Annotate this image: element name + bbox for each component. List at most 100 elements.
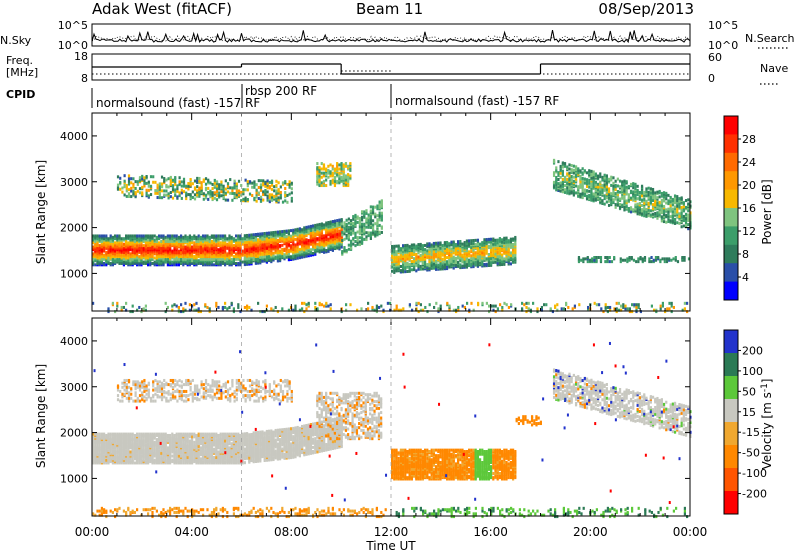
data-cell bbox=[136, 182, 139, 186]
data-cell bbox=[248, 233, 251, 237]
data-cell bbox=[509, 254, 512, 258]
data-cell bbox=[316, 171, 319, 175]
data-cell bbox=[633, 303, 636, 307]
data-cell bbox=[336, 221, 339, 225]
data-cell bbox=[349, 162, 352, 166]
data-cell bbox=[320, 181, 323, 185]
data-cell bbox=[643, 211, 646, 215]
data-cell bbox=[684, 216, 688, 220]
data-cell bbox=[410, 243, 413, 247]
colorbar-swatch bbox=[724, 208, 738, 227]
data-cell bbox=[197, 249, 200, 253]
data-cell bbox=[349, 219, 353, 223]
data-cell bbox=[380, 199, 383, 203]
data-cell bbox=[114, 244, 117, 248]
cpid-segment-label: rbsp 200 RF bbox=[245, 84, 317, 98]
data-cell bbox=[94, 239, 97, 243]
data-cell bbox=[200, 183, 203, 187]
data-cell bbox=[329, 303, 332, 307]
data-cell bbox=[336, 232, 339, 236]
data-cell bbox=[116, 234, 119, 238]
data-cell bbox=[604, 305, 607, 309]
data-cell bbox=[341, 239, 344, 243]
data-cell bbox=[352, 221, 355, 225]
data-cell bbox=[673, 194, 677, 198]
data-cell bbox=[647, 214, 650, 218]
data-cell bbox=[651, 198, 655, 202]
data-cell bbox=[198, 176, 201, 180]
data-cell bbox=[568, 163, 571, 167]
data-cell bbox=[343, 229, 346, 233]
data-cell bbox=[397, 308, 400, 312]
data-cell bbox=[263, 310, 266, 314]
data-cell bbox=[320, 167, 323, 171]
data-cell bbox=[320, 232, 323, 236]
data-cell bbox=[376, 220, 379, 224]
data-cell bbox=[590, 169, 593, 173]
data-cell bbox=[667, 210, 670, 214]
data-cell bbox=[158, 182, 161, 186]
data-cell bbox=[632, 258, 636, 262]
data-cell bbox=[147, 260, 150, 264]
data-cell bbox=[217, 257, 220, 261]
data-cell bbox=[207, 178, 210, 182]
data-cell bbox=[180, 188, 183, 192]
data-cell bbox=[358, 243, 361, 247]
data-cell bbox=[312, 251, 315, 255]
data-cell bbox=[211, 187, 214, 191]
data-cell bbox=[259, 310, 262, 314]
data-cell bbox=[277, 188, 280, 192]
data-cell bbox=[570, 175, 573, 179]
data-cell bbox=[202, 192, 205, 196]
data-cell bbox=[294, 307, 297, 311]
data-cell bbox=[187, 182, 190, 186]
data-cell bbox=[294, 304, 297, 308]
data-cell bbox=[116, 183, 120, 187]
data-cell bbox=[163, 193, 166, 197]
data-cell bbox=[248, 180, 252, 184]
data-cell bbox=[314, 308, 317, 312]
data-cell bbox=[220, 183, 223, 187]
data-cell bbox=[257, 197, 260, 201]
data-cell bbox=[98, 246, 101, 250]
data-cell bbox=[367, 301, 370, 305]
data-cell bbox=[180, 244, 183, 248]
data-cell bbox=[360, 218, 364, 222]
data-cell bbox=[555, 175, 558, 179]
nsky-line bbox=[91, 30, 691, 44]
data-cell bbox=[195, 260, 198, 264]
data-cell bbox=[461, 304, 464, 308]
data-cell bbox=[153, 260, 156, 264]
freq-label: Freq. bbox=[6, 54, 33, 67]
data-cell bbox=[219, 234, 222, 238]
data-cell bbox=[275, 197, 278, 201]
data-cell bbox=[322, 179, 326, 183]
data-cell bbox=[178, 180, 181, 184]
data-cell bbox=[166, 234, 169, 238]
data-cell bbox=[668, 257, 671, 261]
data-cell bbox=[415, 269, 418, 273]
data-cell bbox=[186, 242, 189, 246]
data-cell bbox=[349, 168, 352, 172]
data-cell bbox=[162, 237, 165, 241]
data-cell bbox=[450, 253, 453, 257]
data-cell bbox=[174, 180, 177, 184]
data-cell bbox=[200, 181, 203, 185]
data-cell bbox=[276, 238, 279, 242]
data-cell bbox=[505, 257, 508, 261]
data-cell bbox=[162, 252, 165, 256]
data-cell bbox=[294, 228, 297, 232]
data-cell bbox=[582, 257, 585, 261]
data-cell bbox=[276, 230, 279, 234]
data-cell bbox=[264, 184, 267, 188]
data-cell bbox=[585, 185, 589, 189]
nsky-trace bbox=[91, 30, 691, 44]
data-cell bbox=[430, 243, 433, 247]
data-cell bbox=[129, 252, 132, 256]
data-cell bbox=[671, 219, 674, 223]
freq-tick-bottom: 8 bbox=[81, 72, 88, 85]
data-cell bbox=[266, 182, 269, 186]
data-cell bbox=[318, 170, 321, 174]
data-cell bbox=[605, 181, 608, 185]
data-cell bbox=[237, 305, 240, 309]
